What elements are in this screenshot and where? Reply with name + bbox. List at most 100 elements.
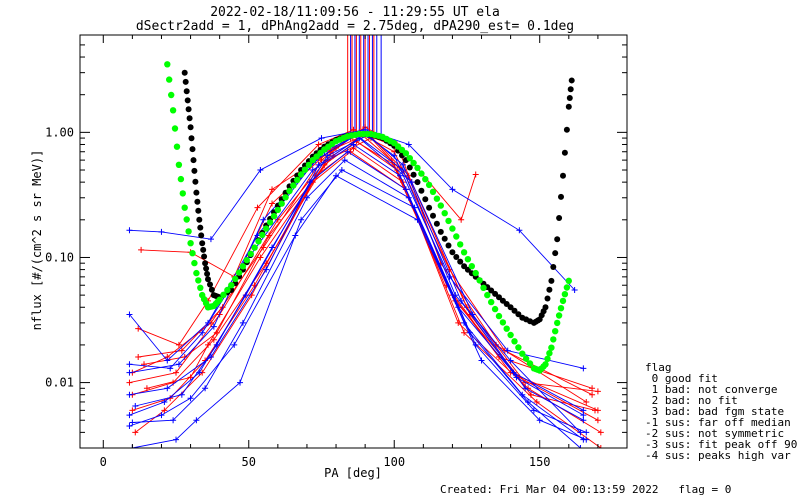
black-curve-point (558, 193, 564, 200)
black-curve-point (550, 264, 557, 270)
blue-series-point (333, 172, 340, 179)
green-curve-point (173, 143, 181, 150)
black-curve-point (184, 97, 191, 104)
red-series-line (143, 134, 593, 389)
green-curve-point (286, 187, 293, 195)
green-curve-point (561, 291, 569, 298)
red-series-point (143, 385, 150, 392)
vertical-lines (347, 35, 382, 136)
legend-item: -3 sus: fit peak off 90 (645, 438, 797, 451)
green-curve-point (406, 155, 413, 162)
blue-series-point (338, 167, 345, 174)
black-curve-point (188, 135, 195, 142)
blue-series-point (175, 361, 182, 368)
green-curve-point (169, 107, 177, 114)
red-series-point (472, 171, 479, 178)
x-axis-label: PA [deg] (324, 466, 382, 480)
red-series-point (135, 325, 142, 332)
green-curve-point (175, 161, 183, 168)
blue-series-point (239, 319, 246, 326)
legend: flag 0 good fit 1 bad: not converge 2 ba… (645, 361, 797, 462)
blue-series-point (126, 391, 133, 398)
black-curve-point (496, 294, 502, 301)
blue-series-line (129, 131, 584, 374)
green-curve-point (507, 331, 514, 339)
black-curve-point (561, 149, 568, 156)
blue-series-point (513, 374, 520, 381)
green-curve-point (232, 275, 239, 283)
blue-series-line (129, 143, 584, 411)
black-curve-point (565, 103, 572, 110)
blue-series-point (161, 398, 168, 405)
green-curve-point (166, 76, 173, 83)
blue-series-point (167, 365, 174, 372)
black-curve-point (199, 240, 206, 247)
green-curve-point (515, 344, 522, 351)
green-curve-point (266, 219, 274, 226)
green-curve-point (191, 259, 198, 267)
green-curve-point (552, 328, 559, 335)
black-curve-point (546, 286, 553, 293)
red-series-point (210, 336, 217, 343)
green-curve-point (189, 250, 196, 257)
black-curve-point (492, 290, 499, 297)
black-curve-point (410, 171, 417, 178)
blue-series-point (126, 412, 133, 419)
blue-series-point (580, 417, 587, 424)
green-curve-point (181, 204, 188, 211)
black-curve-point (568, 77, 575, 84)
black-curve-point (433, 220, 440, 227)
chart-title-line2: dSectr2add = 1, dPhAng2add = 2.75deg, dP… (136, 19, 574, 34)
blue-series-point (132, 402, 139, 409)
red-series-point (315, 141, 322, 148)
black-curve-point (437, 228, 444, 235)
red-series-point (269, 200, 276, 207)
legend-item: 0 good fit (645, 372, 718, 385)
black-curve-point (205, 276, 211, 283)
blue-series-point (580, 365, 587, 372)
blue-series-point (324, 152, 331, 159)
blue-series-line (129, 134, 581, 433)
black-curve-point (202, 260, 209, 267)
green-curve-point (239, 263, 247, 270)
black-curve-point (426, 204, 433, 211)
plot-frame (79, 34, 628, 449)
green-curve-point (177, 175, 185, 183)
black-curve-point (186, 115, 193, 122)
legend-item: 1 bad: not converge (645, 383, 777, 396)
red-series-point (594, 417, 601, 424)
y-axis-label: nflux [#/(cm^2 s sr MeV)] (30, 150, 44, 331)
black-curve-point (195, 207, 202, 214)
green-curve-point (437, 202, 444, 209)
blue-series-line (132, 159, 581, 448)
green-curve-point (228, 282, 235, 289)
green-curve-point (243, 256, 250, 264)
black-curve-point (208, 286, 215, 293)
green-curve-point (457, 241, 464, 248)
green-curve-point (187, 240, 194, 247)
blue-series-point (126, 369, 133, 376)
black-curve-point (418, 187, 425, 194)
green-curve-point (278, 200, 285, 207)
x-tick-label: 0 (100, 455, 107, 469)
black-curve-point (190, 157, 197, 164)
blue-series-point (507, 357, 514, 364)
blue-series-point (231, 341, 238, 348)
blue-series-point (397, 172, 404, 179)
green-curve-point (441, 210, 448, 217)
black-curve-point (542, 304, 549, 311)
red-series-point (175, 341, 182, 348)
green-curve-point (305, 161, 313, 169)
chart-title-line1: 2022-02-18/11:09:56 - 11:29:55 UT ela (210, 5, 500, 20)
black-curve-point (198, 232, 205, 239)
blue-series-point (164, 357, 171, 364)
blue-series-point (516, 227, 523, 234)
blue-series-point (173, 436, 180, 443)
blue-series-point (458, 297, 465, 304)
blue-series-point (193, 417, 200, 424)
blue-series-point (298, 216, 305, 223)
green-curve-point (495, 312, 503, 320)
green-curve-point (542, 361, 549, 368)
blue-series-point (178, 391, 185, 398)
